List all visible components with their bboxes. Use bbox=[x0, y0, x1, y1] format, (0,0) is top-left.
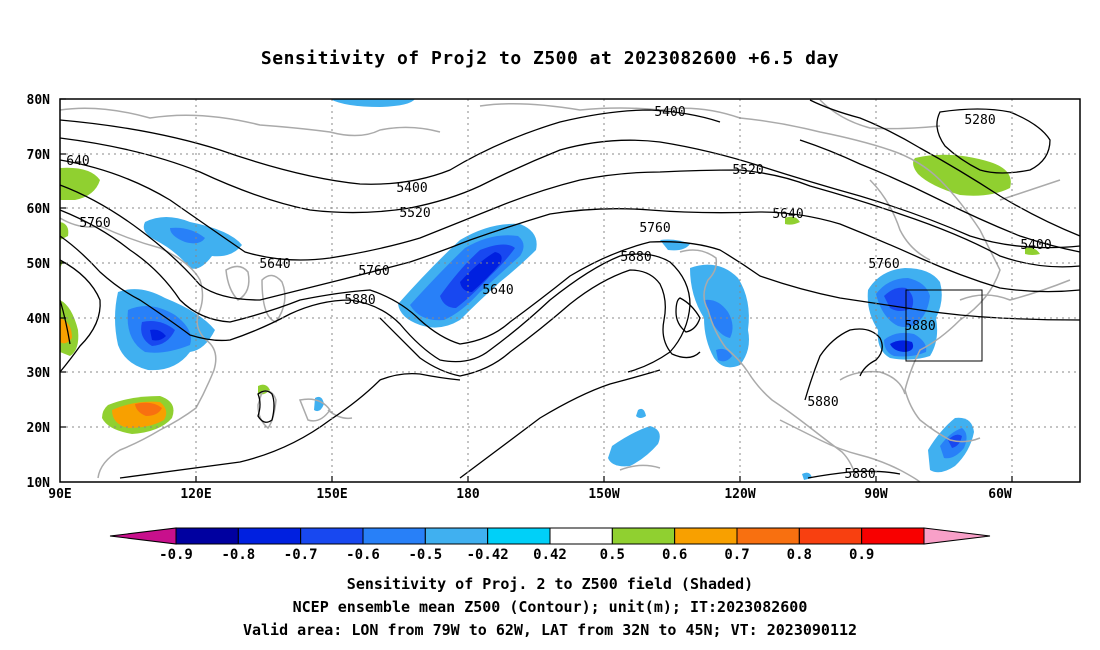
caption-line-3: Valid area: LON from 79W to 62W, LAT fro… bbox=[242, 621, 858, 639]
lat-label: 30N bbox=[27, 366, 51, 381]
colorbar-label: 0.6 bbox=[662, 547, 687, 563]
contour-label: 5400 bbox=[396, 181, 427, 196]
colorbar-label: -0.8 bbox=[221, 547, 255, 563]
longitude-labels: 90E 120E 150E 180 150W 120W 90W 60W bbox=[48, 487, 1012, 502]
colorbar-swatch bbox=[362, 527, 426, 545]
contour-label: 5400 bbox=[1020, 238, 1051, 253]
colorbar: -0.9 -0.8 -0.7 -0.6 -0.5 -0.42 0.42 0.5 0.6 0.7 0.… bbox=[109, 527, 991, 563]
contour-label: 5520 bbox=[399, 206, 430, 221]
colorbar-swatch bbox=[674, 527, 738, 545]
caption: Sensitivity of Proj. 2 to Z500 field (Sh… bbox=[0, 573, 1100, 642]
colorbar-label: -0.6 bbox=[346, 547, 380, 563]
contour-labels: 5400 5280 5520 5400 5520 5640 5400 5760 … bbox=[66, 105, 1051, 482]
colorbar-label: -0.9 bbox=[159, 547, 193, 563]
lat-label: 20N bbox=[27, 421, 51, 436]
lon-label: 120W bbox=[724, 487, 755, 502]
colorbar-swatch bbox=[424, 527, 489, 545]
grid-lines bbox=[60, 99, 1080, 482]
lon-label: 120E bbox=[180, 487, 211, 502]
contour-label: 5880 bbox=[844, 467, 875, 482]
colorbar-swatch bbox=[487, 527, 551, 545]
contour-label: 5520 bbox=[732, 163, 763, 178]
lon-label: 60W bbox=[988, 487, 1012, 502]
colorbar-swatch bbox=[861, 527, 925, 545]
contour-label: 5760 bbox=[639, 221, 670, 236]
contour-label: 5880 bbox=[620, 250, 651, 265]
colorbar-swatch bbox=[237, 527, 302, 545]
valid-area-box bbox=[905, 289, 983, 362]
contour-label: 640 bbox=[66, 154, 89, 169]
lat-label: 40N bbox=[27, 312, 51, 327]
contour-label: 5760 bbox=[358, 264, 389, 279]
contour-label: 5640 bbox=[482, 283, 513, 298]
colorbar-swatch bbox=[300, 527, 364, 545]
colorbar-label: -0.5 bbox=[408, 547, 442, 563]
lat-label: 80N bbox=[27, 93, 51, 108]
colorbar-label: 0.5 bbox=[600, 547, 625, 563]
lon-label: 180 bbox=[456, 487, 480, 502]
colorbar-label: 0.42 bbox=[533, 547, 567, 563]
colorbar-arrow-high bbox=[923, 527, 991, 545]
z500-contours bbox=[59, 99, 1081, 479]
colorbar-swatch bbox=[611, 527, 676, 545]
colorbar-arrow-low bbox=[109, 527, 177, 545]
lat-label: 50N bbox=[27, 257, 51, 272]
lon-label: 150W bbox=[588, 487, 619, 502]
colorbar-label: 0.9 bbox=[849, 547, 874, 563]
axis-ticks bbox=[60, 98, 1013, 482]
lon-label: 150E bbox=[316, 487, 347, 502]
plot-frame bbox=[59, 98, 1081, 483]
colorbar-label: -0.42 bbox=[467, 547, 509, 563]
contour-label: 5880 bbox=[807, 395, 838, 410]
chart-title: Sensitivity of Proj2 to Z500 at 20230826… bbox=[260, 48, 840, 69]
contour-label: 5640 bbox=[259, 257, 290, 272]
contour-label: 5760 bbox=[79, 216, 110, 231]
colorbar-swatch bbox=[736, 527, 800, 545]
contour-label: 5880 bbox=[904, 319, 935, 334]
contour-label: 5640 bbox=[772, 207, 803, 222]
colorbar-label: 0.7 bbox=[724, 547, 749, 563]
caption-line-1: Sensitivity of Proj. 2 to Z500 field (Sh… bbox=[346, 575, 754, 593]
colorbar-swatch bbox=[798, 527, 863, 545]
colorbar-label: -0.7 bbox=[284, 547, 318, 563]
lon-label: 90E bbox=[48, 487, 71, 502]
colorbar-swatch bbox=[175, 527, 239, 545]
latitude-labels: 80N 70N 60N 50N 40N 30N 20N 10N bbox=[27, 93, 51, 491]
colorbar-swatch bbox=[549, 527, 613, 545]
lat-label: 60N bbox=[27, 202, 51, 217]
colorbar-label: 0.8 bbox=[787, 547, 812, 563]
contour-label: 5400 bbox=[654, 105, 685, 120]
contour-label: 5280 bbox=[964, 113, 995, 128]
lon-label: 90W bbox=[864, 487, 888, 502]
contour-label: 5880 bbox=[344, 293, 375, 308]
lat-label: 70N bbox=[27, 148, 51, 163]
contour-label: 5760 bbox=[868, 257, 899, 272]
lat-label: 10N bbox=[27, 476, 51, 491]
caption-line-2: NCEP ensemble mean Z500 (Contour); unit(… bbox=[292, 598, 808, 616]
